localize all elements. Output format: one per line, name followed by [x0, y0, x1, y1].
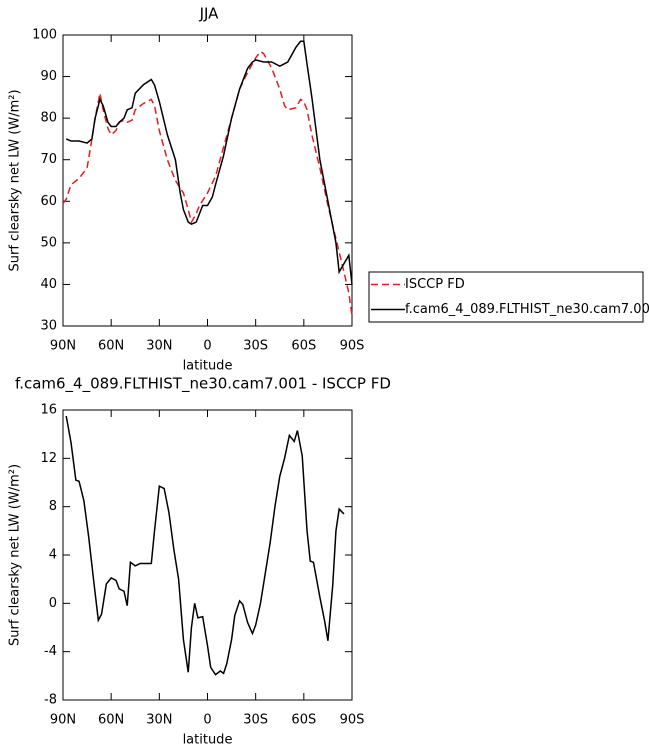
y-axis-label: Surf clearsky net LW (W/m²) [8, 89, 23, 271]
y-tick-label: 100 [32, 28, 57, 43]
x-axis-label: latitude [183, 359, 233, 374]
data-line [65, 40, 353, 285]
y-axis-label: Surf clearsky net LW (W/m²) [8, 464, 23, 646]
x-tick-label: 90S [340, 713, 365, 728]
y-tick-label: 40 [40, 277, 57, 292]
x-tick-label: 30N [146, 713, 172, 728]
y-tick-label: 60 [40, 194, 57, 209]
y-tick-label: -8 [44, 693, 57, 708]
legend-box [368, 271, 644, 323]
legend-label: f.cam6_4_089.FLTHIST_ne30.cam7.001 [405, 302, 649, 317]
x-tick-label: 0 [203, 339, 211, 354]
y-tick-label: 8 [49, 499, 57, 514]
y-tick-label: 0 [49, 596, 57, 611]
x-tick-label: 90N [50, 713, 76, 728]
y-tick-label: 12 [40, 451, 57, 466]
x-tick-label: 30S [243, 713, 268, 728]
y-tick-label: 30 [40, 319, 57, 334]
x-tick-label: 90N [50, 339, 76, 354]
x-tick-label: 30N [146, 339, 172, 354]
y-tick-label: 16 [40, 403, 57, 418]
y-tick-label: 80 [40, 111, 57, 126]
y-tick-label: 70 [40, 152, 57, 167]
y-tick-label: 90 [40, 69, 57, 84]
legend-label: ISCCP FD [405, 277, 465, 292]
x-tick-label: 60N [98, 713, 124, 728]
x-tick-label: 0 [203, 713, 211, 728]
chart-title: JJA [199, 5, 220, 23]
y-tick-label: 4 [49, 548, 57, 563]
x-axis-label: latitude [183, 733, 233, 748]
x-tick-label: 30S [243, 339, 268, 354]
chart-title: f.cam6_4_089.FLTHIST_ne30.cam7.001 - ISC… [15, 375, 391, 394]
x-tick-label: 60S [291, 339, 316, 354]
x-tick-label: 60N [98, 339, 124, 354]
x-tick-label: 90S [340, 339, 365, 354]
x-tick-label: 60S [291, 713, 316, 728]
data-line [65, 415, 345, 676]
plot-frame [62, 34, 353, 327]
plot-frame [62, 409, 353, 701]
y-tick-label: -4 [44, 644, 57, 659]
data-line [62, 50, 353, 316]
y-tick-label: 50 [40, 235, 57, 250]
